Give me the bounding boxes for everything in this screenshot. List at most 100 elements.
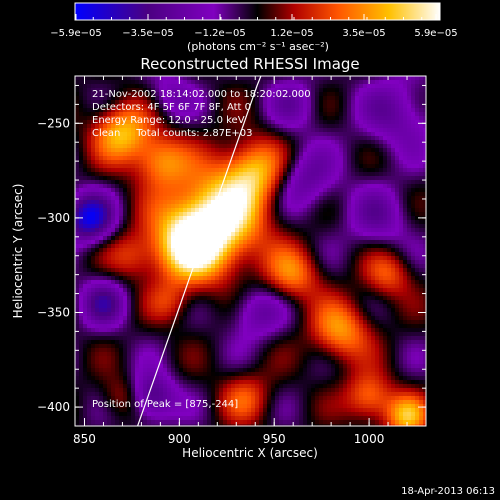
heatmap-cell xyxy=(203,184,208,189)
heatmap-cell xyxy=(195,296,200,301)
heatmap-cell xyxy=(115,224,120,229)
heatmap-cell xyxy=(199,252,204,257)
heatmap-cell xyxy=(363,100,368,105)
heatmap-cell xyxy=(423,80,426,85)
heatmap-cell xyxy=(143,172,148,177)
heatmap-cell xyxy=(351,176,356,181)
heatmap-cell xyxy=(395,120,400,125)
heatmap-cell xyxy=(235,88,240,93)
heatmap-cell xyxy=(275,120,280,125)
heatmap-cell xyxy=(135,136,140,141)
heatmap-cell xyxy=(227,264,232,269)
heatmap-cell xyxy=(83,264,88,269)
heatmap-cell xyxy=(231,176,236,181)
heatmap-cell xyxy=(223,112,228,117)
heatmap-cell xyxy=(171,172,176,177)
heatmap-cell xyxy=(203,148,208,153)
heatmap-cell xyxy=(151,292,156,297)
heatmap-cell xyxy=(363,256,368,261)
heatmap-cell xyxy=(75,248,80,253)
heatmap-cell xyxy=(251,116,256,121)
heatmap-cell xyxy=(351,108,356,113)
heatmap-cell xyxy=(79,152,84,157)
heatmap-cell xyxy=(167,284,172,289)
heatmap-cell xyxy=(167,300,172,305)
heatmap-cell xyxy=(227,212,232,217)
heatmap-cell xyxy=(311,152,316,157)
heatmap-cell xyxy=(267,252,272,257)
heatmap-cell xyxy=(359,112,364,117)
heatmap-cell xyxy=(131,156,136,161)
heatmap-cell xyxy=(339,240,344,245)
heatmap-cell xyxy=(367,216,372,221)
heatmap-cell xyxy=(259,88,264,93)
heatmap-cell xyxy=(267,204,272,209)
heatmap-cell xyxy=(159,108,164,113)
heatmap-cell xyxy=(303,152,308,157)
heatmap-cell xyxy=(367,264,372,269)
heatmap-cell xyxy=(359,248,364,253)
heatmap-cell xyxy=(251,184,256,189)
heatmap-cell xyxy=(299,144,304,149)
heatmap-cell xyxy=(215,192,220,197)
heatmap-cell xyxy=(247,200,252,205)
heatmap-cell xyxy=(107,148,112,153)
heatmap-cell xyxy=(287,88,292,93)
heatmap-cell xyxy=(371,288,376,293)
heatmap-cell xyxy=(87,164,92,169)
heatmap-cell xyxy=(247,284,252,289)
heatmap-cell xyxy=(107,212,112,217)
heatmap-cell xyxy=(215,180,220,185)
heatmap-cell xyxy=(227,284,232,289)
heatmap-cell xyxy=(299,296,304,301)
heatmap-cell xyxy=(263,140,268,145)
heatmap-cell xyxy=(75,276,80,281)
heatmap-cell xyxy=(231,292,236,297)
heatmap-cell xyxy=(335,152,340,157)
heatmap-cell xyxy=(95,152,100,157)
heatmap-cell xyxy=(143,128,148,133)
heatmap-cell xyxy=(383,92,388,97)
heatmap-cell xyxy=(147,280,152,285)
heatmap-cell xyxy=(271,92,276,97)
heatmap-cell xyxy=(379,160,384,165)
heatmap-cell xyxy=(215,260,220,265)
heatmap-cell xyxy=(127,196,132,201)
heatmap-cell xyxy=(283,188,288,193)
heatmap-cell xyxy=(139,288,144,293)
heatmap-cell xyxy=(395,240,400,245)
heatmap-cell xyxy=(123,288,128,293)
heatmap-cell xyxy=(283,224,288,229)
heatmap-cell xyxy=(327,284,332,289)
heatmap-cell xyxy=(223,104,228,109)
heatmap-cell xyxy=(419,172,424,177)
heatmap-cell xyxy=(239,152,244,157)
heatmap-cell xyxy=(187,140,192,145)
heatmap-cell xyxy=(347,192,352,197)
heatmap-cell xyxy=(147,256,152,261)
heatmap-cell xyxy=(207,100,212,105)
heatmap-cell xyxy=(407,100,412,105)
heatmap-cell xyxy=(211,124,216,129)
heatmap-cell xyxy=(239,116,244,121)
heatmap-cell xyxy=(319,252,324,257)
heatmap-cell xyxy=(215,100,220,105)
heatmap-cell xyxy=(419,120,424,125)
heatmap-cell xyxy=(227,172,232,177)
heatmap-cell xyxy=(251,228,256,233)
heatmap-cell xyxy=(111,80,116,85)
heatmap-cell xyxy=(291,292,296,297)
heatmap-cell xyxy=(103,144,108,149)
heatmap-cell xyxy=(211,200,216,205)
heatmap-cell xyxy=(307,96,312,101)
heatmap-cell xyxy=(99,288,104,293)
heatmap-cell xyxy=(107,76,112,81)
heatmap-cell xyxy=(119,112,124,117)
heatmap-cell xyxy=(131,120,136,125)
heatmap-cell xyxy=(403,212,408,217)
heatmap-cell xyxy=(283,108,288,113)
heatmap-cell xyxy=(119,248,124,253)
heatmap-cell xyxy=(299,208,304,213)
heatmap-cell xyxy=(311,200,316,205)
heatmap-cell xyxy=(119,220,124,225)
